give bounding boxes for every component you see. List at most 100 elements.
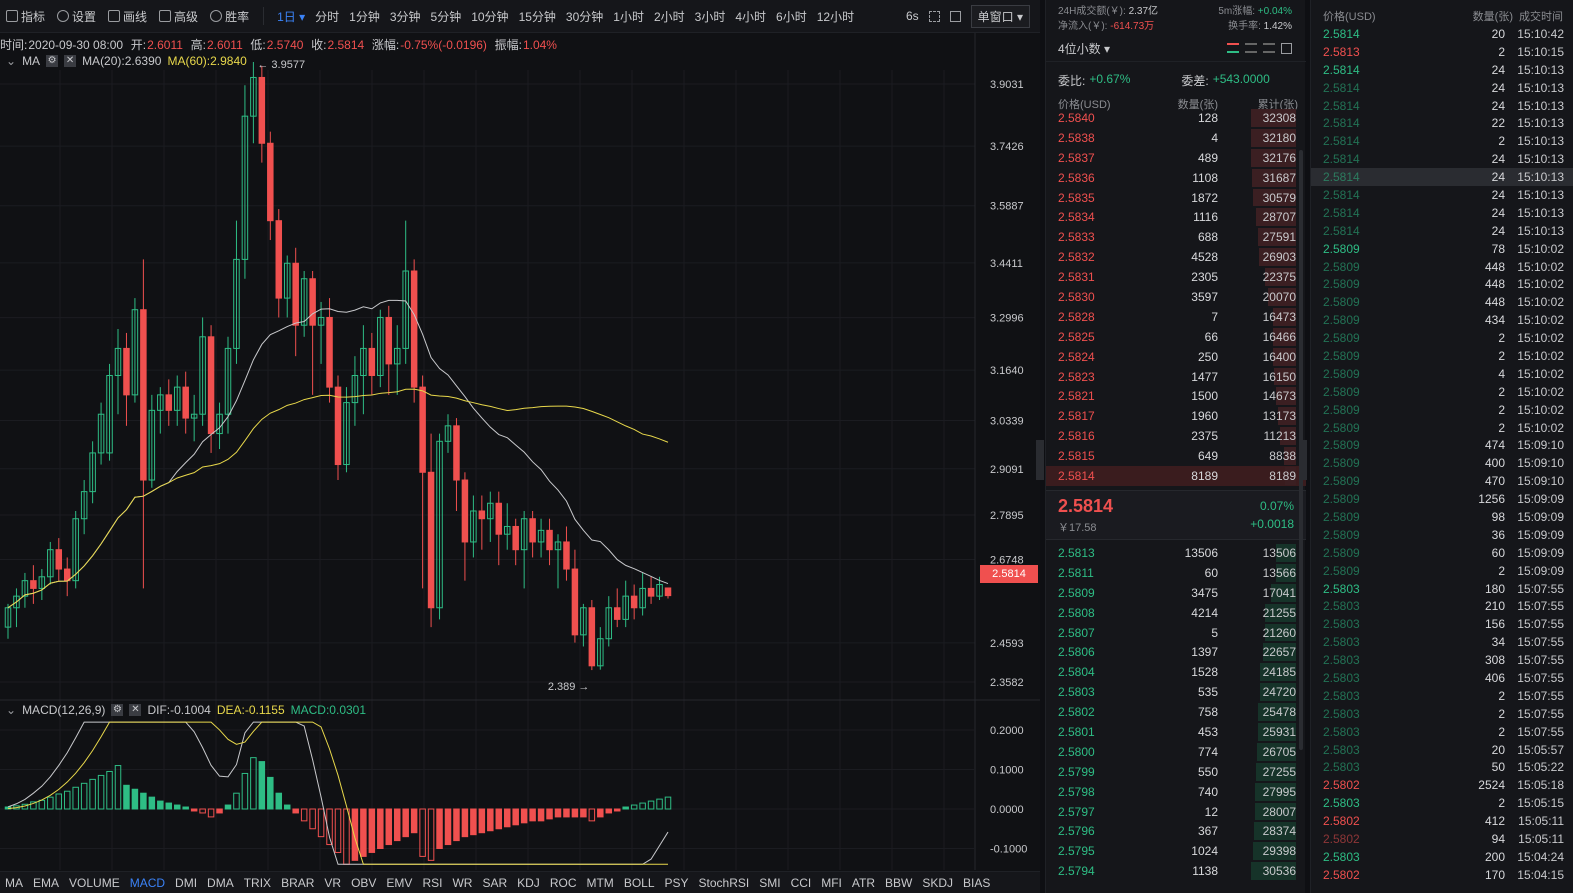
bid-row[interactable]: 2.5806 1397 22657 [1046,642,1306,662]
indicator-tab[interactable]: PSY [664,875,689,890]
indicator-tab[interactable]: BRAR [281,875,315,890]
decimal-select[interactable]: 4位小数 ▾ [1058,42,1111,56]
interval-tab[interactable]: 10分钟 [471,9,509,24]
indicator-tab[interactable]: StochRSI [698,875,750,890]
interval-tab[interactable]: 12小时 [816,9,855,24]
indicator-tab[interactable]: BBW [885,875,913,890]
bid-row[interactable]: 2.5811 60 13566 [1046,563,1306,583]
bid-row[interactable]: 2.5813 13506 13506 [1046,543,1306,563]
ask-row[interactable]: 2.5828 7 16473 [1046,307,1306,327]
interval-tab[interactable]: 3小时 [694,9,726,24]
interval-tab[interactable]: 1分钟 [349,9,380,24]
settings-button[interactable]: 设置 [51,8,102,25]
collapse-handle-right[interactable] [1299,440,1307,480]
ask-row[interactable]: 2.5815 649 8838 [1046,446,1306,466]
both-sides-icon[interactable] [1227,43,1239,53]
expand-icon[interactable] [1281,43,1292,54]
indicator-tab[interactable]: VOLUME [69,875,120,890]
ask-row[interactable]: 2.5814 8189 8189 [1046,466,1306,486]
window-mode-select[interactable]: 单窗口 ▾ [970,4,1030,28]
draw-button[interactable]: 画线 [102,8,153,25]
indicator-tab[interactable]: ATR [851,875,876,890]
indicator-tab[interactable]: VR [324,875,342,890]
interval-tab[interactable]: 5分钟 [430,9,462,24]
indicator-tab[interactable]: ROC [549,875,577,890]
ma-close-icon[interactable]: ✕ [64,55,77,67]
ask-row[interactable]: 2.5821 1500 14673 [1046,386,1306,406]
bid-row[interactable]: 2.5807 5 21260 [1046,623,1306,643]
indicator-tab[interactable]: MFI [821,875,842,890]
interval-tab[interactable]: 30分钟 [565,9,604,24]
ask-row[interactable]: 2.5831 2305 22375 [1046,267,1306,287]
indicator-tab[interactable]: SKDJ [922,875,954,890]
bids-only-icon[interactable] [1245,43,1257,53]
bid-row[interactable]: 2.5800 774 26705 [1046,742,1306,762]
interval-tab[interactable]: 3分钟 [389,9,421,24]
interval-tab[interactable]: 1日 ▾ [277,9,306,24]
bid-row[interactable]: 2.5796 367 28374 [1046,821,1306,841]
interval-tab[interactable]: 2小时 [653,9,685,24]
interval-tab[interactable]: 15分钟 [518,9,556,24]
interval-tab[interactable]: 1小时 [613,9,644,24]
indicator-tab[interactable]: SMI [759,875,781,890]
ask-row[interactable]: 2.5835 1872 30579 [1046,188,1306,208]
macd-settings-icon[interactable]: ⚙ [111,704,124,716]
bid-row[interactable]: 2.5802 758 25478 [1046,702,1306,722]
bid-row[interactable]: 2.5809 3475 17041 [1046,583,1306,603]
indicator-tab[interactable]: MTM [586,875,614,890]
ask-row[interactable]: 2.5840 128 32308 [1046,108,1306,128]
interval-tab[interactable]: 6小时 [776,9,807,24]
collapse-chevron-icon[interactable]: ⌄ [6,703,17,717]
ask-row[interactable]: 2.5834 1116 28707 [1046,207,1306,227]
ask-row[interactable]: 2.5833 688 27591 [1046,227,1306,247]
ask-row[interactable]: 2.5825 66 16466 [1046,327,1306,347]
asks-only-icon[interactable] [1263,43,1275,53]
winrate-button[interactable]: 胜率 [204,8,255,25]
indicator-tab[interactable]: EMA [33,875,60,890]
ask-row[interactable]: 2.5816 2375 11213 [1046,426,1306,446]
bid-row[interactable]: 2.5794 1138 30536 [1046,861,1306,881]
advanced-button[interactable]: 高级 [153,8,204,25]
collapse-handle-left[interactable] [1036,440,1044,480]
ask-row[interactable]: 2.5830 3597 20070 [1046,287,1306,307]
ask-row[interactable]: 2.5837 489 32176 [1046,148,1306,168]
bid-row[interactable]: 2.5798 740 27995 [1046,782,1306,802]
collapse-chevron-icon[interactable]: ⌄ [6,54,17,68]
screenshot-icon[interactable] [949,10,961,22]
macd-close-icon[interactable]: ✕ [129,704,142,716]
fullscreen-icon[interactable] [928,10,940,22]
bid-row[interactable]: 2.5795 1024 29398 [1046,841,1306,861]
bid-row[interactable]: 2.5801 453 25931 [1046,722,1306,742]
indicator-tab[interactable]: KDJ [517,875,540,890]
indicator-tab[interactable]: WR [452,875,473,890]
indicator-tab[interactable]: SAR [482,875,508,890]
bid-row[interactable]: 2.5808 4214 21255 [1046,603,1306,623]
bid-row[interactable]: 2.5799 550 27255 [1046,762,1306,782]
interval-tab[interactable]: 4小时 [735,9,767,24]
indicator-tab[interactable]: MACD [129,875,166,890]
indicator-tab[interactable]: RSI [422,875,443,890]
indicator-tab[interactable]: DMA [207,875,234,890]
bid-row[interactable]: 2.5804 1528 24185 [1046,662,1306,682]
bid-row[interactable]: 2.5803 535 24720 [1046,682,1306,702]
ask-row[interactable]: 2.5824 250 16400 [1046,347,1306,367]
indicator-button[interactable]: 指标 [0,8,51,25]
indicator-tab[interactable]: BOLL [623,875,655,890]
indicator-tab[interactable]: MA [5,875,23,890]
candlestick-chart[interactable]: 3.9031 3.7426 3.5887 3.4411 3.2996 3.1640 3.03… [0,0,1040,893]
ask-row[interactable]: 2.5838 4 32180 [1046,128,1306,148]
indicator-tab[interactable]: CCI [790,875,812,890]
indicator-tab[interactable]: BIAS [963,875,991,890]
ask-row[interactable]: 2.5836 1108 31687 [1046,168,1306,188]
indicator-tab[interactable]: TRIX [243,875,272,890]
indicator-tab[interactable]: DMI [175,875,198,890]
ask-row[interactable]: 2.5832 4528 26903 [1046,247,1306,267]
indicator-tab[interactable]: OBV [351,875,377,890]
bid-row[interactable]: 2.5797 12 28007 [1046,802,1306,822]
interval-tab[interactable]: 分时 [315,9,340,24]
ma-settings-icon[interactable]: ⚙ [46,55,59,67]
indicator-tab[interactable]: EMV [386,875,413,890]
refresh-rate[interactable]: 6s [905,9,919,23]
ask-row[interactable]: 2.5817 1960 13173 [1046,406,1306,426]
ask-row[interactable]: 2.5823 1477 16150 [1046,367,1306,387]
